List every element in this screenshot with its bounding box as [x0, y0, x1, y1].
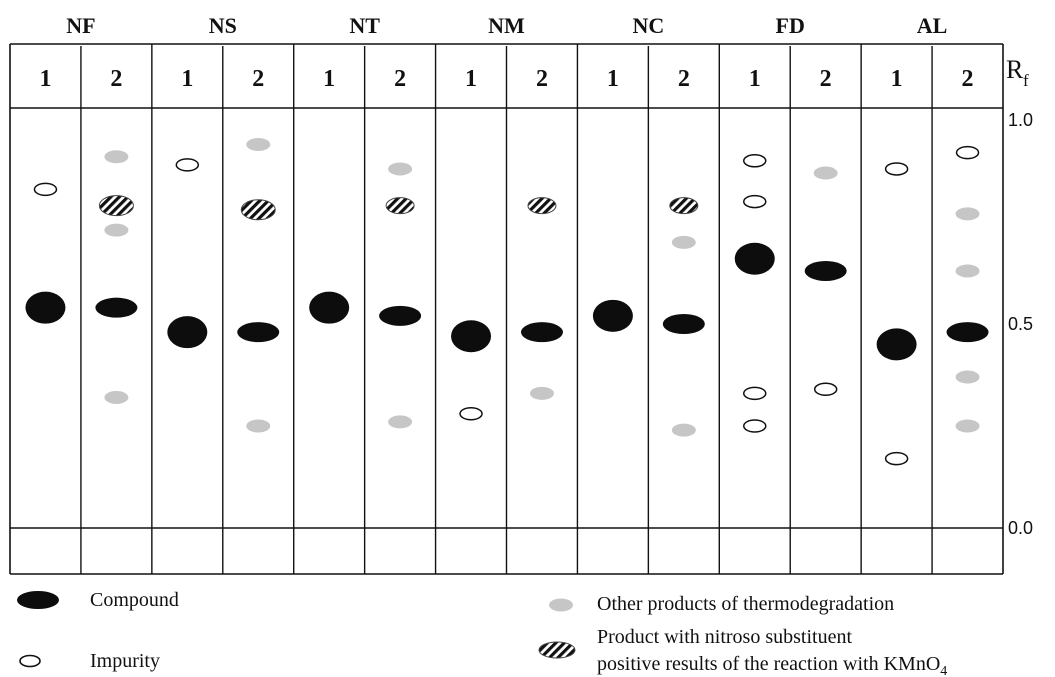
- impurity-spot: [743, 194, 767, 209]
- impurity-spot: [884, 162, 909, 176]
- compound-spot: [25, 291, 66, 324]
- nitroso-spot: [385, 197, 415, 215]
- lane-labels: 1 2 1 2 1 2 1 2 1 2 1 2 1 2: [39, 66, 973, 92]
- compound-spot: [379, 305, 422, 326]
- group-label: NF: [66, 13, 95, 38]
- other-spot: [104, 390, 129, 404]
- compound-spot: [804, 260, 847, 281]
- rf-tick-label: 0.0: [1008, 518, 1033, 538]
- impurity-spot: [743, 154, 767, 168]
- legend-nitroso-line2-text: positive results of the reaction with KM…: [597, 653, 940, 675]
- other-spot: [955, 207, 980, 221]
- lane-label: 1: [323, 66, 335, 92]
- lane-label: 2: [252, 66, 264, 92]
- lane-label: 2: [962, 66, 974, 92]
- nitroso-spot: [527, 197, 557, 215]
- lane-label: 2: [394, 66, 406, 92]
- compound-spot: [309, 291, 350, 324]
- group-label: FD: [776, 13, 805, 38]
- group-label: AL: [917, 13, 948, 38]
- lane-label: 1: [465, 66, 477, 92]
- other-spot: [388, 415, 413, 429]
- other-spot: [104, 150, 129, 164]
- other-spot: [813, 166, 838, 180]
- impurity-spot: [813, 382, 838, 397]
- compound-spot: [520, 322, 563, 343]
- compound-spot: [592, 299, 633, 332]
- other-spot: [246, 137, 271, 151]
- other-spot: [388, 162, 413, 176]
- compound-spot: [451, 320, 492, 353]
- spots: [25, 137, 989, 466]
- nitroso-spot: [669, 197, 699, 215]
- rf-axis: R f 1.0 0.5 0.0: [1006, 55, 1033, 538]
- lane-label: 1: [181, 66, 193, 92]
- impurity-spot: [175, 158, 200, 172]
- compound-spot: [167, 316, 208, 349]
- impurity-spot: [459, 407, 483, 421]
- other-spot: [246, 419, 271, 433]
- other-spot: [671, 423, 696, 437]
- compound-spot: [876, 328, 917, 361]
- group-labels: NF NS NT NM NC FD AL: [66, 13, 947, 38]
- lane-label: 1: [39, 66, 51, 92]
- nitroso-spot: [98, 195, 134, 217]
- other-spot: [671, 235, 696, 249]
- rf-tick-label: 0.5: [1008, 314, 1033, 334]
- compound-spot: [95, 297, 138, 318]
- impurity-spot: [955, 145, 980, 160]
- rf-tick-label: 1.0: [1008, 110, 1033, 130]
- other-spot: [955, 419, 980, 433]
- legend-compound-marker: [17, 591, 59, 609]
- legend-nitroso-line1: Product with nitroso substituent: [597, 626, 852, 648]
- compound-spot: [662, 314, 705, 334]
- other-spot: [955, 370, 980, 384]
- nitroso-spot: [240, 199, 276, 221]
- impurity-spot: [743, 419, 767, 433]
- other-spot: [529, 386, 554, 400]
- lane-label: 1: [607, 66, 619, 92]
- impurity-spot: [743, 386, 767, 401]
- group-label: NM: [488, 13, 525, 38]
- lane-label: 2: [678, 66, 690, 92]
- legend-nitroso-subscript: 4: [940, 664, 947, 677]
- legend: Compound Impurity Other products of ther…: [17, 589, 947, 677]
- lane-label: 1: [891, 66, 903, 92]
- compound-spot: [946, 322, 989, 343]
- lane-label: 2: [536, 66, 548, 92]
- legend-other-label: Other products of thermodegradation: [597, 593, 894, 615]
- compound-spot: [237, 322, 280, 343]
- plate-frame: [9, 43, 1004, 575]
- group-label: NS: [209, 13, 237, 38]
- legend-impurity-label: Impurity: [90, 650, 160, 672]
- group-label: NT: [349, 13, 380, 38]
- lane-label: 2: [110, 66, 122, 92]
- legend-nitroso-line2: positive results of the reaction with KM…: [597, 653, 947, 677]
- legend-impurity-marker: [19, 654, 41, 668]
- other-spot: [104, 223, 129, 237]
- compound-spot: [734, 242, 775, 275]
- legend-compound-label: Compound: [90, 589, 179, 611]
- lane-label: 2: [820, 66, 832, 92]
- legend-other-marker: [549, 598, 573, 612]
- rf-axis-symbol: R: [1006, 55, 1024, 84]
- legend-nitroso-marker: [538, 641, 576, 659]
- other-spot: [955, 264, 980, 278]
- lane-label: 1: [749, 66, 761, 92]
- impurity-spot: [884, 451, 909, 466]
- group-label: NC: [632, 13, 664, 38]
- rf-axis-subscript: f: [1023, 71, 1029, 90]
- impurity-spot: [33, 182, 58, 197]
